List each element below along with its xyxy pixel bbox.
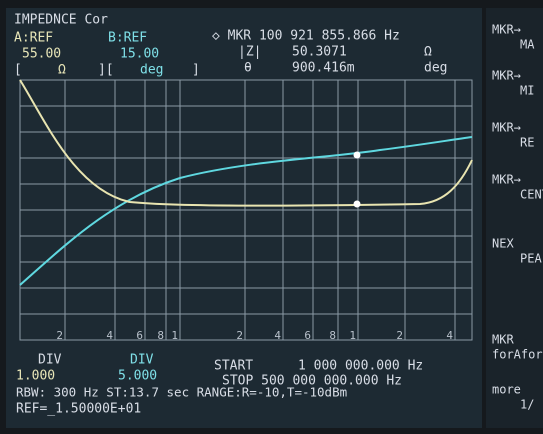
div-b: 5.000 — [118, 369, 157, 384]
b-ref: 15.00 — [120, 47, 159, 62]
softkey-label: MKR→ — [492, 173, 521, 187]
grid-label: 1 — [171, 329, 178, 342]
grid-label: 8 — [329, 329, 336, 342]
softkey-label: 1/ — [520, 398, 534, 412]
grid-label: 4 — [446, 329, 453, 342]
b-unit: deg — [140, 63, 163, 78]
grid-label: 8 — [157, 329, 164, 342]
softkey-label: forAfor — [492, 348, 543, 362]
softkey-label: MKR — [492, 333, 514, 347]
softkey-label: MI — [520, 84, 534, 98]
z-value: 50.3071 — [292, 45, 347, 60]
div-a: 1.000 — [16, 369, 55, 384]
rbw: RBW: 300 Hz ST:13.7 sec RANGE:R=-10,T=-1… — [16, 385, 347, 400]
a-ref: 55.00 — [22, 47, 61, 62]
start: 1 000 000.000 Hz — [298, 359, 423, 374]
div-a-label: DIV — [38, 353, 62, 368]
softkey-label: MA — [520, 38, 535, 52]
marker-impedance — [354, 201, 361, 208]
marker-readout: ◇ MKR 100 921 855.866 Hz — [212, 29, 400, 44]
softkey-label: NEX — [492, 237, 514, 251]
grid-label: 6 — [136, 329, 143, 342]
theta-label: θ — [244, 61, 252, 76]
softkey-label: MKR→ — [492, 23, 521, 37]
marker-phase — [354, 152, 361, 159]
grid-label: 4 — [274, 329, 281, 342]
bracket: ] — [192, 63, 200, 78]
softkey-label: CENTE — [520, 188, 543, 202]
softkey-label: MKR→ — [492, 121, 521, 135]
b-label: B:REF — [108, 31, 147, 46]
a-label: A:REF — [14, 31, 53, 46]
theta-unit: deg — [424, 61, 447, 76]
softkey-label: RE — [520, 136, 534, 150]
z-unit: Ω — [424, 45, 432, 60]
grid-label: 6 — [304, 329, 311, 342]
softkey-label: more — [492, 383, 521, 397]
start-label: START — [214, 359, 253, 374]
theta-value: 900.416m — [292, 61, 355, 76]
grid-label: 2 — [236, 329, 243, 342]
bracket: [ — [14, 63, 22, 78]
grid-label: 1 — [349, 329, 356, 342]
mode: IMPEDNCE Cor — [14, 13, 108, 28]
z-label: |Z| — [238, 45, 261, 60]
grid-label: 4 — [106, 329, 113, 342]
div-b-label: DIV — [130, 353, 154, 368]
ref: REF=_1.50000E+01 — [16, 402, 141, 417]
grid-label: 2 — [396, 329, 403, 342]
instrument-screen: IMPEDNCE Cor A:REF B:REF 55.00 15.00 [ Ω… — [0, 0, 543, 434]
softkey-label: MKR→ — [492, 69, 521, 83]
softkey-label: PEA — [520, 252, 542, 266]
grid-label: 2 — [56, 329, 63, 342]
bracket: ][ — [98, 63, 114, 78]
a-unit: Ω — [58, 63, 66, 78]
